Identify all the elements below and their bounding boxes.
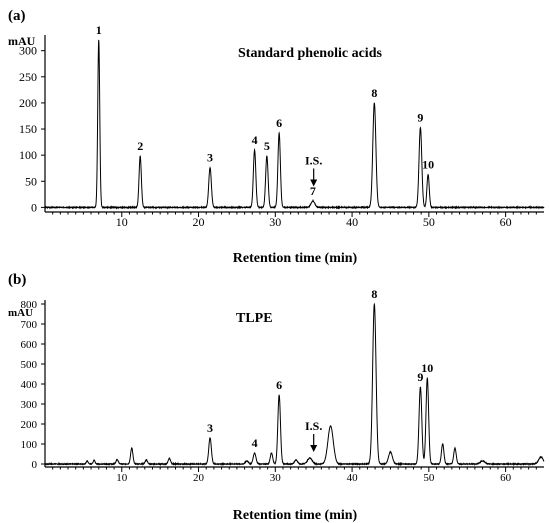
panel-b-peak-label: 4 xyxy=(252,436,258,450)
panel-a-y-tick-label: 100 xyxy=(19,148,37,162)
panel-b-y-tick-label: 500 xyxy=(21,359,38,371)
panel-a-peak-label: 4 xyxy=(252,133,258,147)
panel-a-peak-label: 5 xyxy=(264,139,270,153)
panel-a-x-tick-label: 40 xyxy=(346,215,358,229)
panel-b-peak-label: 9 xyxy=(417,370,423,384)
panel-a-peak-label: 6 xyxy=(276,116,282,130)
panel-b-y-tick-label: 700 xyxy=(21,319,38,331)
panel-b-peak-label: 3 xyxy=(207,421,213,435)
panel-a-x-tick-label: 30 xyxy=(269,215,281,229)
panel-b-trace xyxy=(44,302,545,467)
panel-b-x-tick-label: 30 xyxy=(270,472,282,484)
panel-b-y-tick-label: 0 xyxy=(32,459,38,471)
panel-a-title: Standard phenolic acids xyxy=(238,46,382,61)
panel-a-y-tick-label: 0 xyxy=(31,200,37,214)
panel-a-y-unit: mAU xyxy=(8,34,36,48)
panel-b-x-tick-label: 50 xyxy=(423,472,435,484)
panel-a-is-arrow-head xyxy=(310,179,318,187)
panel-b-x-tick-label: 20 xyxy=(193,472,205,484)
panel-b-chromatogram-line xyxy=(44,302,545,467)
panel-a: (a) mAU Standard phenolic acids Retentio… xyxy=(8,8,545,266)
panel-b-peak-label: 6 xyxy=(276,378,282,392)
panel-a-peak-label: 3 xyxy=(207,151,213,165)
panel-b-y-unit: mAU xyxy=(8,307,33,319)
panel-a-x-tick-label: 60 xyxy=(500,215,512,229)
panel-b-x-tick-label: 40 xyxy=(347,472,359,484)
panel-b-peak-label: 8 xyxy=(371,287,377,301)
panel-b-x-tick-label: 60 xyxy=(500,472,512,484)
panel-a-peak-labels: 1 2 3 4 56 7 8 9 10 I.S. xyxy=(96,23,434,198)
panel-a-x-tick-label: 50 xyxy=(423,215,435,229)
panel-a-peak-label: 1 xyxy=(96,23,102,37)
panel-b-y-tick-label: 300 xyxy=(21,399,38,411)
panel-b-is-annotation: I.S. xyxy=(305,419,322,433)
panel-b-title: TLPE xyxy=(236,311,273,326)
panel-a-peak-label: 10 xyxy=(422,157,434,171)
panel-a-axes: 10 20 30 40 50 60 0 50 100 150 200 250 300 xyxy=(19,35,544,229)
panel-b-y-tick-label: 400 xyxy=(21,379,38,391)
panel-a-y-tick-label: 50 xyxy=(25,174,37,188)
panel-b-y-tick-label: 100 xyxy=(21,439,38,451)
panel-a-y-tick-label: 150 xyxy=(19,122,37,136)
panel-b-y-tick-label: 600 xyxy=(21,339,38,351)
panel-a-peak-label: 7 xyxy=(310,184,316,198)
panel-b-x-tick-label: 10 xyxy=(116,472,128,484)
panel-b-is-arrow-head xyxy=(310,445,318,452)
panel-b: (b) mAU TLPE Retention time (min) 10 20 30… xyxy=(8,272,545,523)
panel-b-label: (b) xyxy=(8,272,26,288)
panel-a-y-tick-label: 200 xyxy=(19,96,37,110)
panel-a-is-annotation: I.S. xyxy=(305,153,322,167)
panel-a-x-label: Retention time (min) xyxy=(233,251,358,266)
panel-a-chromatogram-line xyxy=(44,39,545,210)
panel-a-x-tick-label: 10 xyxy=(116,215,128,229)
panel-a-peak-label: 9 xyxy=(417,110,423,124)
panel-b-x-label: Retention time (min) xyxy=(233,508,358,523)
panel-a-y-tick-label: 250 xyxy=(19,70,37,84)
panel-a-label: (a) xyxy=(8,8,26,24)
panel-b-peak-label: 10 xyxy=(421,361,433,375)
panel-a-peak-label: 2 xyxy=(137,139,143,153)
panel-a-y-tick-label: 300 xyxy=(19,44,37,58)
panel-a-x-tick-label: 20 xyxy=(193,215,205,229)
panel-a-peak-label: 8 xyxy=(371,86,377,100)
panel-a-trace xyxy=(44,39,545,210)
panel-b-peak-labels: 3 4 6 8 910 I.S. xyxy=(207,287,433,452)
panel-b-y-tick-label: 800 xyxy=(21,299,38,311)
panel-b-y-tick-label: 200 xyxy=(21,419,38,431)
